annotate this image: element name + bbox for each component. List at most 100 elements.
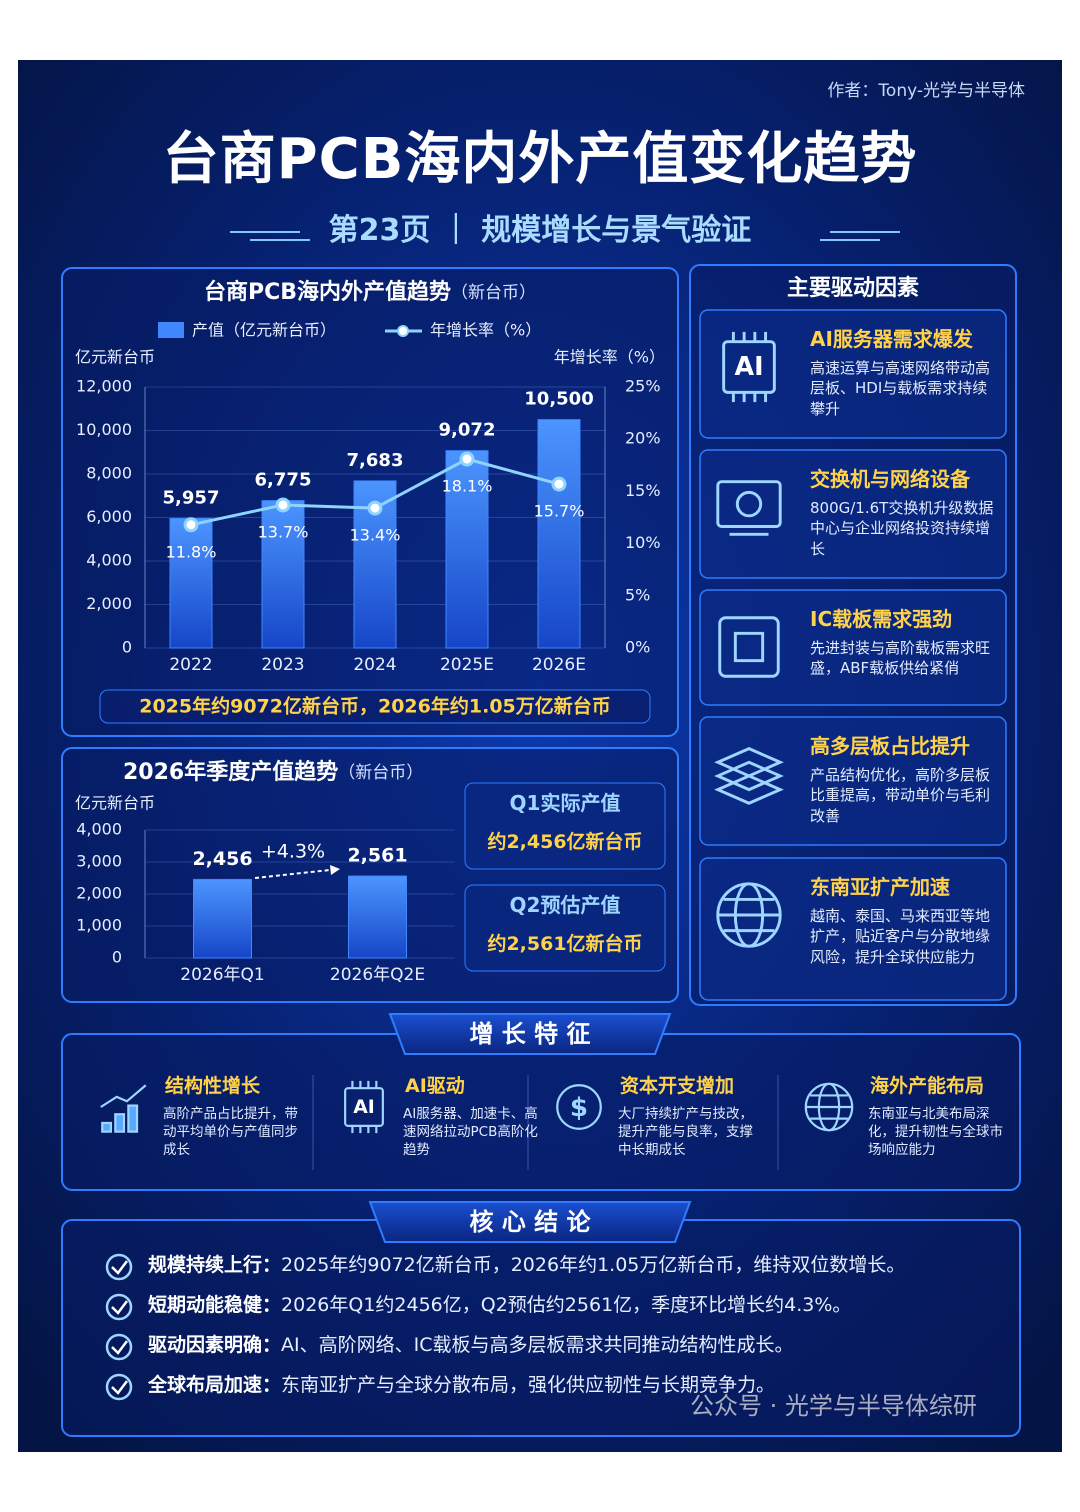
card-value: 约2,561亿新台币 xyxy=(487,933,643,955)
chart-title: 台商PCB海内外产值趋势（新台币） xyxy=(204,279,536,305)
icon xyxy=(718,616,780,678)
tick-label: 2,000 xyxy=(86,594,132,613)
check-icon xyxy=(105,1293,133,1321)
tick-label: 4,000 xyxy=(76,820,122,839)
value-label: 6,775 xyxy=(255,470,312,491)
value-label: 13.7% xyxy=(258,522,309,541)
feature-title: 资本开支增加 xyxy=(620,1075,735,1097)
bar xyxy=(537,419,581,649)
bar xyxy=(261,500,305,649)
icon-part xyxy=(100,1084,147,1108)
value-label: 2,456 xyxy=(192,848,252,870)
card-title: Q2预估产值 xyxy=(509,893,621,917)
line-marker xyxy=(275,497,291,513)
driver-desc: 越南、泰国、马来西亚等地扩产，贴近客户与分散地缘风险，提升全球供应能力 xyxy=(810,907,991,966)
icon xyxy=(716,480,782,536)
icon-part xyxy=(718,616,780,678)
driver-title: IC载板需求强劲 xyxy=(810,607,953,631)
y-axis-label: 亿元新台币 xyxy=(75,794,155,813)
watermark: 公众号 · 光学与半导体综研 xyxy=(690,1392,977,1420)
legend-label: 年增长率（%） xyxy=(430,321,541,340)
feature-desc: 高阶产品占比提升，带动平均单价与产值同步成长 xyxy=(163,1106,298,1159)
x-tick-label: 2024 xyxy=(353,655,396,675)
value-label: 13.4% xyxy=(350,526,401,545)
deco-line xyxy=(230,231,310,241)
tick-label: 3,000 xyxy=(76,852,122,871)
check-icon xyxy=(111,1260,128,1275)
value-label: 2,561 xyxy=(347,845,407,867)
check-icon xyxy=(105,1333,133,1361)
card xyxy=(464,782,666,870)
icon-label: AI xyxy=(353,1097,375,1118)
icon-part xyxy=(714,760,784,792)
icon xyxy=(100,1084,147,1133)
driver-desc: 先进封装与高阶载板需求旺盛，ABF载板供给紧俏 xyxy=(810,639,991,678)
conclusion: 短期动能稳健：2026年Q1约2456亿，Q2预估约2561亿，季度环比增长约4… xyxy=(148,1293,1018,1319)
title: 台商PCB海内外产值变化趋势 xyxy=(162,127,918,192)
tick-label: 8,000 xyxy=(86,464,132,483)
icon-part xyxy=(101,1121,113,1133)
line-marker xyxy=(551,476,567,492)
y-axis-label: 亿元新台币 xyxy=(75,348,155,367)
annotation: +4.3% xyxy=(261,841,325,863)
conclusion: 驱动因素明确：AI、高阶网络、IC载板与高多层板需求共同推动结构性成长。 xyxy=(148,1333,1018,1359)
tick-label: 25% xyxy=(625,377,661,396)
tick-label: 0 xyxy=(112,948,122,967)
bar xyxy=(169,517,213,649)
feature-title: 结构性增长 xyxy=(165,1075,261,1097)
title-text: 2026年季度产值趋势 xyxy=(123,759,338,785)
title-unit: （新台币） xyxy=(338,763,423,783)
bar xyxy=(445,450,489,649)
tick-label: 12,000 xyxy=(76,377,132,396)
line-marker xyxy=(459,451,475,467)
feature-desc: 大厂持续扩产与技改，提升产能与良率，支撑中长期成长 xyxy=(618,1106,753,1159)
icon xyxy=(716,882,782,948)
tick-label: 4,000 xyxy=(86,551,132,570)
conclusion-text: 2026年Q1约2456亿，Q2预估约2561亿，季度环比增长约4.3%。 xyxy=(281,1294,852,1316)
x-tick-label: 2026年Q2E xyxy=(330,965,425,985)
bar xyxy=(348,875,407,959)
title-text: 台商PCB海内外产值趋势 xyxy=(204,279,451,305)
icon-label: AI xyxy=(734,351,763,381)
icon-part xyxy=(716,480,782,528)
icon-part xyxy=(735,490,763,518)
icon: AI xyxy=(344,1080,384,1134)
value-label: 7,683 xyxy=(347,450,404,471)
driver-desc: 产品结构优化，高阶多层板比重提高，带动单价与毛利改善 xyxy=(810,766,991,825)
conclusion-label: 短期动能稳健： xyxy=(148,1294,282,1316)
driver-box xyxy=(699,309,1007,439)
conclusion-text: 东南亚扩产与全球分散布局，强化供应韧性与长期竞争力。 xyxy=(281,1374,776,1396)
x-tick-label: 2023 xyxy=(261,655,304,675)
driver-box xyxy=(699,857,1007,1001)
conclusion: 规模持续上行：2025年约9072亿新台币，2026年约1.05万亿新台币，维持… xyxy=(148,1253,1018,1279)
arrow-head xyxy=(330,865,340,875)
feature-title: 海外产能布局 xyxy=(870,1075,985,1097)
arrow xyxy=(254,869,331,879)
legend-label: 产值（亿元新台币） xyxy=(192,321,336,340)
icon xyxy=(804,1082,854,1132)
value-label: 15.7% xyxy=(534,502,585,521)
tick-label: 5% xyxy=(625,585,650,604)
feature-desc: AI服务器、加速卡、高速网络拉动PCB高阶化趋势 xyxy=(403,1106,538,1159)
driver-title: 东南亚扩产加速 xyxy=(810,875,950,899)
tick-label: 1,000 xyxy=(76,916,122,935)
conclusion-text: 2025年约9072亿新台币，2026年约1.05万亿新台币，维持双位数增长。 xyxy=(281,1254,906,1276)
icon: $ xyxy=(556,1084,602,1130)
features-title: 增 长 特 征 xyxy=(469,1020,591,1048)
author: 作者：Tony-光学与半导体 xyxy=(827,81,1025,101)
title-tab xyxy=(388,1013,672,1055)
check-icon xyxy=(111,1300,128,1315)
check-icon xyxy=(111,1380,128,1395)
tick-label: 0 xyxy=(122,638,132,657)
drivers-title: 主要驱动因素 xyxy=(786,276,919,301)
bar xyxy=(193,878,252,959)
title-unit: （新台币） xyxy=(451,283,536,303)
icon: AI xyxy=(722,331,776,403)
conclusion-label: 全球布局加速： xyxy=(148,1374,282,1396)
title-tab xyxy=(368,1201,692,1243)
x-tick-label: 2025E xyxy=(440,655,494,675)
value-label: 10,500 xyxy=(524,389,593,410)
icon-part xyxy=(733,631,765,663)
feature-desc: 东南亚与北美布局深化，提升韧性与全球市场响应能力 xyxy=(868,1106,1003,1159)
